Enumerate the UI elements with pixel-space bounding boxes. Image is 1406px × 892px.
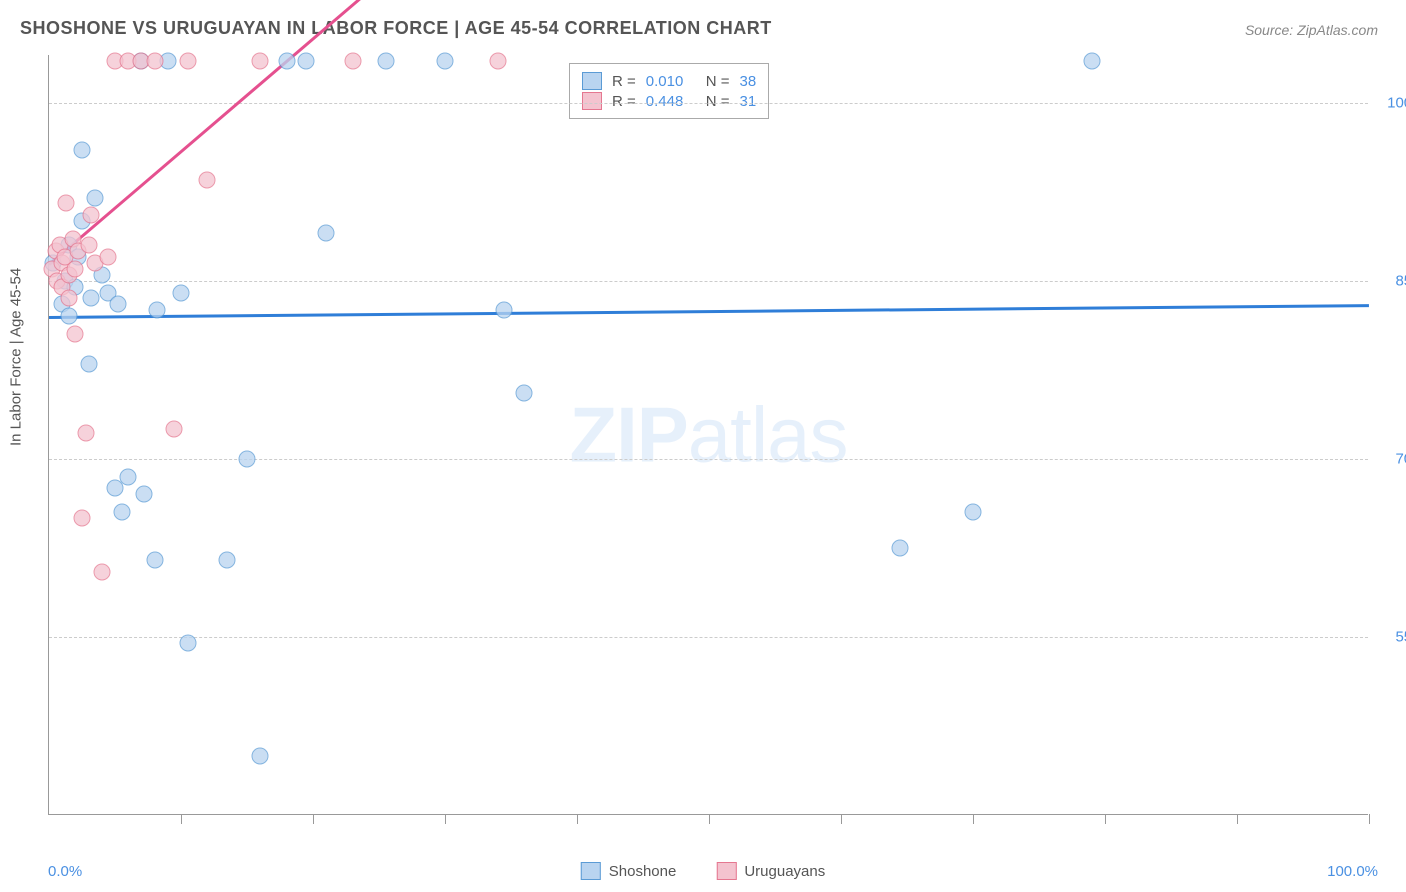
n-value: 38: [740, 73, 757, 90]
x-tick: [313, 814, 314, 824]
data-point: [252, 52, 269, 69]
data-point: [318, 225, 335, 242]
n-label: N =: [706, 73, 730, 90]
r-label: R =: [612, 93, 636, 110]
data-point: [166, 421, 183, 438]
grid-line: [49, 103, 1368, 104]
data-point: [892, 539, 909, 556]
legend-row: R = 0.448 N = 31: [582, 92, 756, 110]
data-point: [100, 248, 117, 265]
y-axis-label: In Labor Force | Age 45-54: [8, 268, 25, 446]
data-point: [219, 551, 236, 568]
x-tick: [841, 814, 842, 824]
data-point: [83, 290, 100, 307]
data-point: [278, 52, 295, 69]
trend-line-uruguayans: [48, 0, 446, 265]
data-point: [136, 486, 153, 503]
data-point: [179, 634, 196, 651]
series-legend: Shoshone Uruguayans: [581, 862, 825, 880]
x-tick: [181, 814, 182, 824]
source-label: Source: ZipAtlas.com: [1245, 22, 1378, 38]
legend-label: Uruguayans: [744, 863, 825, 880]
n-label: N =: [706, 93, 730, 110]
trend-line-shoshone: [49, 304, 1369, 318]
legend-item: Uruguayans: [716, 862, 825, 880]
chart-title: SHOSHONE VS URUGUAYAN IN LABOR FORCE | A…: [20, 18, 772, 39]
correlation-legend: R = 0.010 N = 38 R = 0.448 N = 31: [569, 63, 769, 119]
data-point: [489, 52, 506, 69]
legend-swatch: [581, 862, 601, 880]
data-point: [377, 52, 394, 69]
chart-container: SHOSHONE VS URUGUAYAN IN LABOR FORCE | A…: [0, 0, 1406, 892]
data-point: [87, 189, 104, 206]
data-point: [74, 510, 91, 527]
data-point: [120, 468, 137, 485]
r-value: 0.010: [646, 73, 696, 90]
grid-line: [49, 281, 1368, 282]
data-point: [58, 195, 75, 212]
data-point: [965, 504, 982, 521]
r-value: 0.448: [646, 93, 696, 110]
data-point: [80, 355, 97, 372]
data-point: [437, 52, 454, 69]
y-tick-label: 85.0%: [1378, 272, 1406, 289]
x-axis-max-label: 100.0%: [1327, 863, 1378, 880]
x-axis-min-label: 0.0%: [48, 863, 82, 880]
data-point: [179, 52, 196, 69]
data-point: [80, 237, 97, 254]
data-point: [252, 747, 269, 764]
y-tick-label: 100.0%: [1378, 94, 1406, 111]
data-point: [67, 326, 84, 343]
x-tick: [1369, 814, 1370, 824]
data-point: [516, 385, 533, 402]
data-point: [113, 504, 130, 521]
data-point: [67, 260, 84, 277]
y-tick-label: 70.0%: [1378, 450, 1406, 467]
data-point: [60, 308, 77, 325]
data-point: [173, 284, 190, 301]
data-point: [93, 563, 110, 580]
data-point: [146, 551, 163, 568]
legend-swatch: [716, 862, 736, 880]
data-point: [146, 52, 163, 69]
data-point: [199, 171, 216, 188]
data-point: [149, 302, 166, 319]
data-point: [1083, 52, 1100, 69]
x-tick: [445, 814, 446, 824]
data-point: [496, 302, 513, 319]
x-tick: [577, 814, 578, 824]
legend-row: R = 0.010 N = 38: [582, 72, 756, 90]
grid-line: [49, 637, 1368, 638]
legend-swatch: [582, 72, 602, 90]
n-value: 31: [740, 93, 757, 110]
y-tick-label: 55.0%: [1378, 628, 1406, 645]
data-point: [109, 296, 126, 313]
data-point: [77, 424, 94, 441]
x-tick: [709, 814, 710, 824]
data-point: [83, 207, 100, 224]
legend-swatch: [582, 92, 602, 110]
plot-area: ZIPatlas R = 0.010N = 38R = 0.448N = 31 …: [48, 55, 1368, 815]
legend-item: Shoshone: [581, 862, 677, 880]
data-point: [298, 52, 315, 69]
data-point: [344, 52, 361, 69]
watermark: ZIPatlas: [569, 389, 847, 480]
data-point: [74, 142, 91, 159]
x-tick: [1237, 814, 1238, 824]
data-point: [107, 480, 124, 497]
data-point: [60, 290, 77, 307]
x-tick: [973, 814, 974, 824]
x-tick: [1105, 814, 1106, 824]
legend-label: Shoshone: [609, 863, 677, 880]
data-point: [239, 450, 256, 467]
r-label: R =: [612, 73, 636, 90]
